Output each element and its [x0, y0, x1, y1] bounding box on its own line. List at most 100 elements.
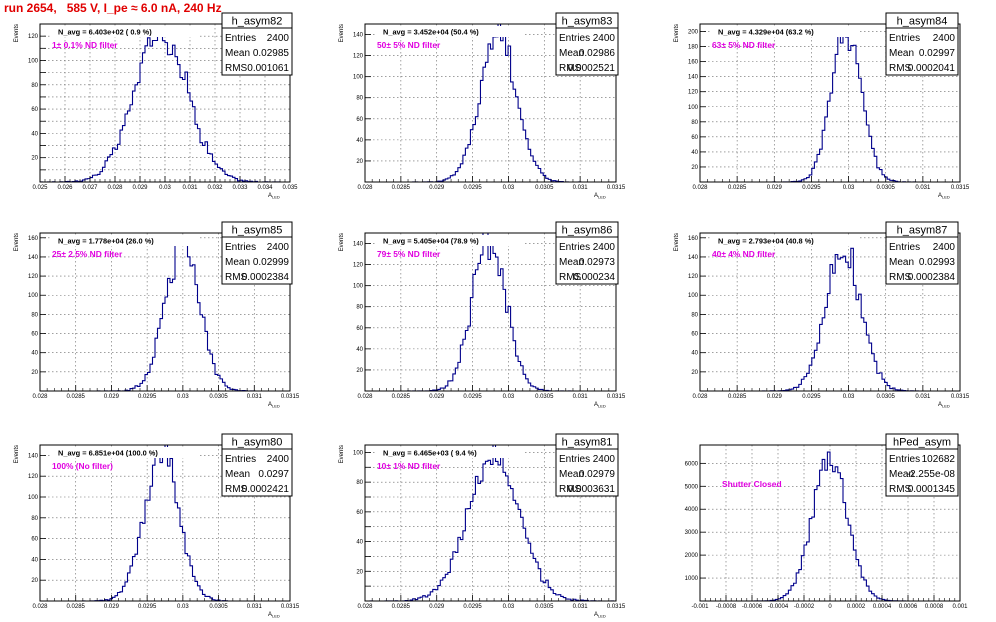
- stats-value: 0.02993: [919, 257, 956, 268]
- y-tick-label: 3000: [685, 530, 699, 536]
- stats-value: 2400: [267, 242, 290, 253]
- x-tick-label: 0.0285: [728, 394, 747, 400]
- x-tick-label: 0.029: [429, 604, 445, 610]
- stats-key: Mean: [889, 469, 914, 480]
- x-tick-label: 0.029: [767, 394, 783, 400]
- y-tick-label: 40: [356, 540, 363, 546]
- y-tick-label: 20: [356, 569, 363, 575]
- navg-box: [52, 26, 200, 37]
- stats-value: 0.02986: [579, 48, 616, 59]
- x-tick-label: 0.029: [104, 394, 120, 400]
- y-tick-label: 60: [31, 107, 38, 113]
- stats-key: Entries: [559, 454, 590, 465]
- y-axis-label: Events: [339, 445, 345, 463]
- stats-box: [885, 433, 959, 497]
- x-tick-label: 0.03: [503, 185, 515, 191]
- navg-box: [377, 235, 525, 246]
- stats-value: 0.0002384: [242, 272, 290, 283]
- y-tick-label: 80: [356, 480, 363, 486]
- y-tick-label: 80: [356, 96, 363, 102]
- x-tick-label: 0.0295: [802, 394, 821, 400]
- x-tick-label: 0.028: [357, 394, 373, 400]
- filter-label: 10± 1% ND filter: [377, 461, 441, 471]
- stats-value: 0.001061: [247, 63, 289, 74]
- x-axis-label: ALED: [594, 402, 606, 409]
- navg-box: [377, 26, 525, 37]
- navg-label: N_avg = 5.405e+04 (78.9 %): [383, 237, 479, 246]
- x-tick-label: 0.0305: [535, 185, 554, 191]
- stats-value: 0.02997: [919, 48, 956, 59]
- y-tick-label: 4000: [685, 507, 699, 513]
- stats-key: RMS: [889, 484, 912, 495]
- y-tick-label: 180: [688, 45, 699, 51]
- stats-box: [885, 221, 959, 285]
- navg-box: [52, 235, 200, 246]
- y-tick-label: 120: [28, 34, 39, 40]
- stats-box: [221, 433, 293, 497]
- y-tick-label: 80: [31, 83, 38, 89]
- x-tick-label: 0.03: [159, 185, 171, 191]
- x-tick-label: 0.033: [232, 185, 248, 191]
- histogram-panel-h_asym84: 0.028 0.0285 0.029 0.0295 0.03 0.0305 0.031 0.0…: [674, 12, 970, 200]
- x-tick-label: 0.028: [692, 185, 708, 191]
- navg-label: N_avg = 6.403e+02 ( 0.9 %): [58, 28, 152, 37]
- x-tick-label: 0.0315: [607, 185, 626, 191]
- x-tick-label: 0.0295: [802, 185, 821, 191]
- x-tick-label: 0.03: [503, 394, 515, 400]
- filter-label: 100% (No filter): [52, 461, 113, 471]
- y-tick-label: 140: [28, 453, 39, 459]
- x-tick-label: 0.0305: [209, 604, 228, 610]
- plot-frame: [364, 232, 617, 392]
- x-tick-label: 0.029: [429, 185, 445, 191]
- x-tick-label: 0.0285: [392, 604, 411, 610]
- y-tick-label: 60: [356, 510, 363, 516]
- y-tick-label: 140: [688, 75, 699, 81]
- stats-title: h_asym86: [562, 225, 613, 237]
- x-tick-label: 0.0305: [535, 394, 554, 400]
- y-tick-label: 6000: [685, 461, 699, 467]
- x-tick-label: 0.028: [32, 604, 48, 610]
- y-tick-label: 60: [356, 117, 363, 123]
- stats-key: RMS: [889, 272, 912, 283]
- stats-key: Mean: [225, 469, 250, 480]
- x-tick-label: 0.029: [429, 394, 445, 400]
- x-tick-label: 0.0295: [138, 394, 157, 400]
- navg-label: N_avg = 1.778e+04 (26.0 %): [58, 237, 154, 246]
- stats-key: Entries: [889, 33, 920, 44]
- x-tick-label: 0.032: [207, 185, 223, 191]
- stats-value: 2400: [593, 33, 616, 44]
- stats-value: 2400: [267, 454, 290, 465]
- y-tick-label: 120: [353, 54, 364, 60]
- plot-frame: [39, 444, 291, 602]
- stats-key: Entries: [559, 33, 590, 44]
- y-tick-label: 120: [688, 274, 699, 280]
- stats-title: h_asym80: [232, 437, 283, 449]
- x-tick-label: 0.0285: [67, 394, 86, 400]
- stats-key: Mean: [889, 48, 914, 59]
- stats-key: Entries: [889, 454, 920, 465]
- x-tick-label: 0.0285: [392, 185, 411, 191]
- stats-value: 0.0297: [258, 469, 289, 480]
- stats-key: RMS: [225, 63, 248, 74]
- x-tick-label: 0.031: [247, 604, 263, 610]
- y-tick-label: 60: [691, 135, 698, 141]
- y-tick-label: 80: [691, 312, 698, 318]
- stats-value: 0.0002041: [908, 63, 956, 74]
- plot-frame: [699, 23, 961, 183]
- x-tick-label: -0.0004: [768, 604, 789, 610]
- y-tick-label: 2000: [685, 553, 699, 559]
- x-axis-label: ALED: [268, 402, 280, 409]
- stats-box: [221, 221, 293, 285]
- x-tick-label: 0.0315: [607, 394, 626, 400]
- stats-value: 0.0001345: [908, 484, 956, 495]
- x-tick-label: 0.031: [915, 394, 931, 400]
- y-tick-label: 60: [31, 537, 38, 543]
- run-title: run 2654, 585 V, I_pe ≈ 6.0 nA, 240 Hz: [4, 1, 222, 15]
- y-tick-label: 120: [28, 274, 39, 280]
- x-tick-label: 0.0305: [877, 185, 896, 191]
- x-tick-label: 0.0285: [392, 394, 411, 400]
- x-tick-label: 0.0295: [463, 394, 482, 400]
- y-tick-label: 100: [688, 105, 699, 111]
- stats-key: Mean: [225, 257, 250, 268]
- stats-key: Mean: [559, 48, 584, 59]
